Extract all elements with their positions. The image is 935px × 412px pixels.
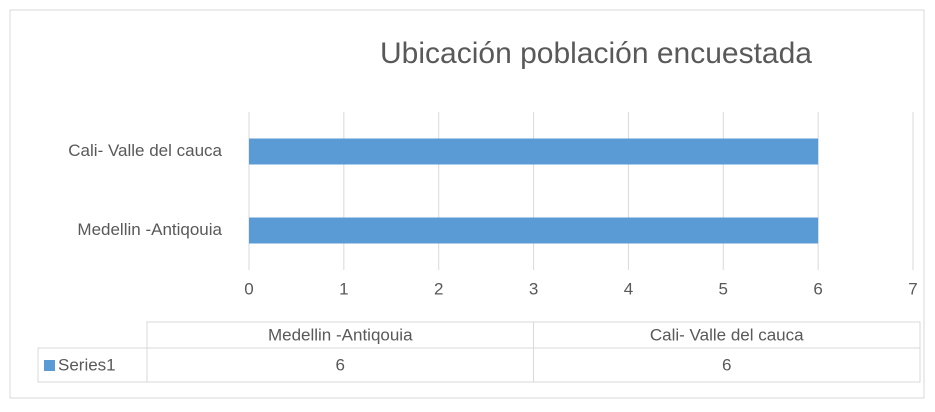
bar <box>249 217 819 244</box>
table-value: 6 <box>722 355 731 374</box>
x-tick-label: 6 <box>813 279 822 298</box>
legend-label: Series1 <box>58 355 116 374</box>
y-tick-label: Medellin -Antiqouia <box>77 220 222 239</box>
x-tick-label: 4 <box>624 279 633 298</box>
x-tick-label: 3 <box>529 279 538 298</box>
bar <box>249 138 819 165</box>
table-header: Medellin -Antiqouia <box>268 325 413 344</box>
x-tick-label: 7 <box>908 279 917 298</box>
legend-swatch <box>44 360 55 371</box>
chart-border <box>9 9 925 399</box>
y-tick-label: Cali- Valle del cauca <box>68 141 222 160</box>
x-tick-label: 0 <box>244 279 253 298</box>
chart-title: Ubicación población encuestada <box>380 37 812 70</box>
table-header: Cali- Valle del cauca <box>650 325 804 344</box>
x-tick-label: 5 <box>719 279 728 298</box>
x-tick-label: 2 <box>434 279 443 298</box>
table-value: 6 <box>336 355 345 374</box>
table-legend-cell <box>37 347 148 383</box>
x-tick-label: 1 <box>339 279 348 298</box>
